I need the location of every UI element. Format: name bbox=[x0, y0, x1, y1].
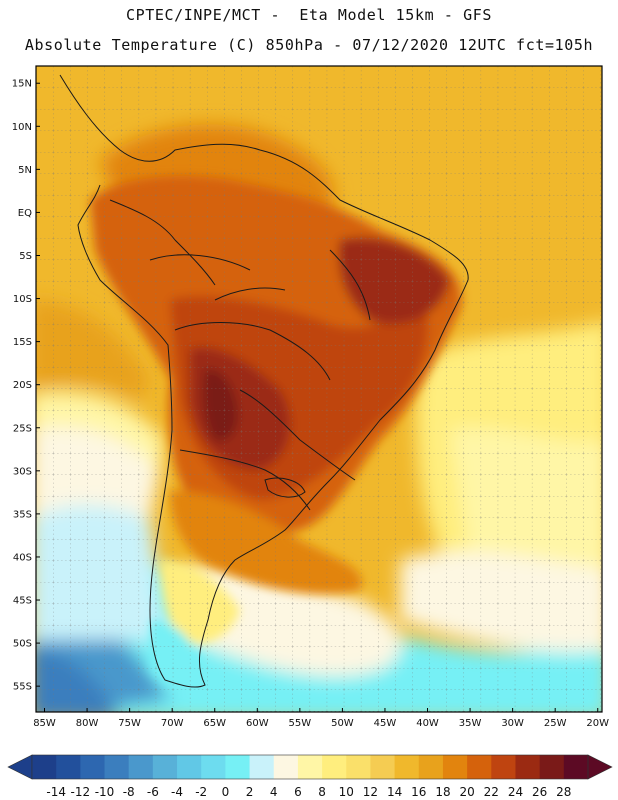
colorbar-swatch bbox=[491, 755, 516, 779]
lat-tick-label: 35S bbox=[13, 509, 32, 520]
colorbar-swatch bbox=[273, 755, 299, 779]
lon-tick-label: 50W bbox=[331, 718, 354, 729]
colorbar-swatch bbox=[467, 755, 492, 779]
colorbar-swatch bbox=[394, 755, 420, 779]
longitude-axis: 85W 80W 75W 70W 65W 60W 55W 50W 45W 40W 35W 30W 25W 2… bbox=[33, 708, 609, 729]
lat-tick-label: 40S bbox=[13, 552, 32, 563]
lon-tick-label: 55W bbox=[289, 718, 312, 729]
lon-tick-label: 60W bbox=[246, 718, 269, 729]
temperature-field bbox=[36, 66, 602, 712]
colorbar-tick-label: 16 bbox=[411, 785, 426, 799]
colorbar-swatch bbox=[442, 755, 468, 779]
colorbar-tick-label: 12 bbox=[363, 785, 378, 799]
colorbar-tick-label: 0 bbox=[222, 785, 230, 799]
lat-tick-label: 30S bbox=[13, 466, 32, 477]
lat-tick-label: 10S bbox=[13, 294, 32, 305]
latitude-axis: 15N 10N 5N EQ 5S 10S 15S 20S 25S 30S 35S 40S 45S 50S 5… bbox=[12, 79, 40, 693]
lon-tick-label: 75W bbox=[118, 718, 141, 729]
lat-tick-label: 50S bbox=[13, 639, 32, 650]
colorbar-high-extension bbox=[587, 754, 613, 780]
colorbar-tick-label: 22 bbox=[484, 785, 499, 799]
colorbar-tick-label: 10 bbox=[339, 785, 354, 799]
colorbar-tick-label: 18 bbox=[435, 785, 450, 799]
colorbar: -14 -12 -10 -8 -6 -4 -2 0 2 4 6 8 10 12 14 16 18 20 22 24 26… bbox=[7, 754, 613, 799]
lat-tick-label: 10N bbox=[12, 122, 32, 133]
lon-tick-label: 35W bbox=[459, 718, 482, 729]
colorbar-tick-label: 28 bbox=[556, 785, 571, 799]
colorbar-tick-label: -12 bbox=[71, 785, 91, 799]
lat-tick-label: 5S bbox=[19, 251, 32, 262]
colorbar-tick-label: 24 bbox=[508, 785, 523, 799]
colorbar-swatch bbox=[80, 755, 106, 779]
lon-tick-label: 65W bbox=[203, 718, 226, 729]
colorbar-swatch bbox=[152, 755, 178, 779]
lon-tick-label: 45W bbox=[374, 718, 397, 729]
lat-tick-label: 15N bbox=[12, 79, 32, 90]
colorbar-tick-label: -6 bbox=[147, 785, 159, 799]
lon-tick-label: 70W bbox=[161, 718, 184, 729]
colorbar-tick-label: -14 bbox=[46, 785, 66, 799]
colorbar-swatch bbox=[563, 755, 589, 779]
colorbar-swatch bbox=[322, 755, 347, 779]
colorbar-tick-label: 2 bbox=[246, 785, 254, 799]
colorbar-tick-label: 4 bbox=[270, 785, 278, 799]
colorbar-swatch bbox=[104, 755, 130, 779]
lon-tick-label: 40W bbox=[416, 718, 439, 729]
lat-tick-label: 45S bbox=[13, 596, 32, 607]
colorbar-tick-label: -10 bbox=[95, 785, 115, 799]
lat-tick-label: EQ bbox=[18, 208, 32, 219]
lat-tick-label: 55S bbox=[13, 682, 32, 693]
lon-tick-label: 85W bbox=[33, 718, 56, 729]
colorbar-tick-label: 20 bbox=[459, 785, 474, 799]
lon-tick-label: 25W bbox=[544, 718, 567, 729]
colorbar-swatch bbox=[418, 755, 444, 779]
colorbar-swatch bbox=[56, 755, 81, 779]
lon-tick-label: 20W bbox=[586, 718, 609, 729]
colorbar-tick-label: 26 bbox=[532, 785, 547, 799]
colorbar-outline bbox=[31, 754, 589, 780]
colorbar-swatch bbox=[32, 755, 57, 779]
colorbar-swatch bbox=[539, 755, 565, 779]
lon-tick-label: 80W bbox=[76, 718, 99, 729]
map-title: CPTEC/INPE/MCT - Eta Model 15km - GFS bbox=[126, 6, 492, 24]
map-subtitle: Absolute Temperature (C) 850hPa - 07/12/… bbox=[24, 36, 594, 54]
colorbar-swatch bbox=[370, 755, 396, 779]
colorbar-tick-label: 14 bbox=[387, 785, 402, 799]
colorbar-tick-label: -8 bbox=[123, 785, 135, 799]
map-frame bbox=[35, 65, 603, 713]
colorbar-swatch bbox=[249, 755, 275, 779]
colorbar-tick-label: 8 bbox=[318, 785, 326, 799]
colorbar-swatch bbox=[297, 755, 323, 779]
colorbar-swatch bbox=[177, 755, 202, 779]
lat-tick-label: 5N bbox=[18, 165, 32, 176]
coastline bbox=[59, 74, 469, 688]
colorbar-swatch bbox=[201, 755, 226, 779]
colorbar-swatch bbox=[225, 755, 251, 779]
colorbar-low-extension bbox=[7, 754, 33, 780]
colorbar-swatch bbox=[515, 755, 541, 779]
lon-tick-label: 30W bbox=[501, 718, 524, 729]
colorbar-tick-label: -4 bbox=[171, 785, 183, 799]
colorbar-swatch bbox=[128, 755, 154, 779]
lat-tick-label: 15S bbox=[13, 337, 32, 348]
colorbar-swatch bbox=[346, 755, 371, 779]
colorbar-tick-label: -2 bbox=[195, 785, 207, 799]
lat-tick-label: 20S bbox=[13, 380, 32, 391]
lat-tick-label: 25S bbox=[13, 423, 32, 434]
colorbar-tick-label: 6 bbox=[294, 785, 302, 799]
